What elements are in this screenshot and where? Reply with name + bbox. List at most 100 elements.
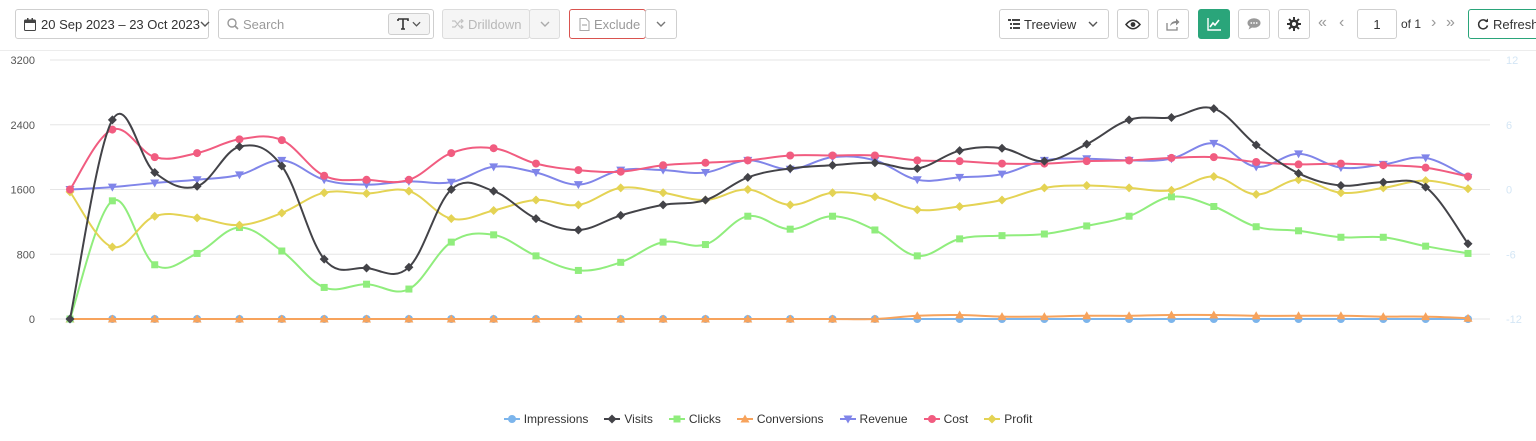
date-range-picker[interactable]: 20 Sep 2023 – 23 Oct 2023: [15, 9, 210, 39]
series-clicks: [66, 193, 1472, 323]
data-point-conversions: [1082, 311, 1092, 320]
chevron-down-icon: [412, 21, 421, 27]
page-number-input[interactable]: [1357, 9, 1397, 39]
y-right-tick-label: -12: [1506, 314, 1522, 326]
data-point-clicks: [363, 280, 371, 288]
data-point-profit: [107, 242, 117, 252]
data-point-visits: [912, 163, 922, 173]
data-point-visits: [192, 181, 202, 191]
data-point-conversions: [912, 311, 922, 320]
data-point-cost: [1252, 157, 1261, 166]
data-point-clicks: [1167, 193, 1175, 201]
data-point-revenue: [1294, 150, 1304, 159]
data-point-revenue: [277, 156, 287, 165]
data-point-profit: [743, 185, 753, 194]
data-point-conversions: [700, 314, 710, 323]
legend-item-impressions[interactable]: Impressions: [503, 412, 588, 426]
last-page-icon[interactable]: »: [1446, 14, 1455, 31]
exclude-dropdown-button[interactable]: [645, 9, 677, 39]
legend-item-visits[interactable]: Visits: [604, 412, 653, 426]
data-point-revenue: [150, 179, 160, 188]
visibility-button[interactable]: [1117, 9, 1149, 39]
data-point-clicks: [320, 283, 328, 291]
data-point-visits: [1082, 139, 1092, 149]
data-point-clicks: [490, 231, 498, 239]
data-point-clicks: [447, 238, 455, 246]
refresh-button[interactable]: Refresh: [1468, 9, 1536, 39]
data-point-revenue: [192, 176, 202, 185]
drilldown-button[interactable]: Drilldown: [442, 9, 530, 39]
next-page-icon[interactable]: ›: [1431, 14, 1437, 31]
refresh-label: Refresh: [1493, 16, 1536, 32]
legend-item-cost[interactable]: Cost: [923, 412, 968, 426]
data-point-clicks: [701, 241, 709, 249]
legend-marker-conversions: [740, 414, 750, 423]
data-point-revenue: [234, 171, 244, 180]
data-point-profit: [150, 211, 160, 221]
y-right-tick-label: 0: [1506, 185, 1512, 197]
legend-symbol-revenue: [839, 415, 856, 424]
data-point-clicks: [786, 225, 794, 233]
data-point-profit: [404, 186, 414, 196]
data-point-conversions: [1463, 313, 1473, 322]
legend-label: Clicks: [688, 412, 721, 426]
data-point-profit: [658, 188, 668, 198]
data-point-revenue: [362, 181, 372, 190]
series-line-cost: [69, 127, 1469, 191]
first-page-icon[interactable]: «: [1318, 14, 1327, 31]
data-point-conversions: [785, 314, 795, 323]
eye-icon: [1125, 19, 1141, 30]
treeview-icon: [1008, 18, 1020, 30]
view-select[interactable]: Treeview: [999, 9, 1109, 39]
data-point-profit: [997, 195, 1007, 205]
data-point-cost: [701, 158, 710, 167]
data-point-cost: [489, 144, 498, 153]
data-point-visits: [616, 210, 626, 220]
data-point-cost: [659, 161, 668, 170]
chart-view-button[interactable]: [1198, 9, 1230, 39]
data-point-profit: [912, 205, 922, 215]
data-point-profit: [1124, 183, 1134, 193]
search-input[interactable]: [243, 16, 393, 32]
comment-button[interactable]: [1238, 9, 1270, 39]
data-point-cost: [955, 157, 964, 166]
data-point-profit: [573, 200, 583, 210]
series-line-visits: [69, 106, 1469, 320]
legend-item-clicks[interactable]: Clicks: [668, 412, 721, 426]
legend-marker-impressions: [507, 415, 516, 423]
data-point-cost: [66, 185, 74, 194]
exclude-button[interactable]: Exclude: [569, 9, 646, 39]
line-chart-icon: [1207, 17, 1221, 31]
search-type-dropdown[interactable]: [388, 13, 430, 35]
data-point-visits: [1463, 239, 1473, 249]
legend-marker-profit: [987, 414, 997, 424]
data-point-visits: [870, 158, 880, 168]
data-point-revenue: [1421, 154, 1431, 163]
share-button[interactable]: [1157, 9, 1189, 39]
data-point-conversions: [150, 314, 160, 323]
data-point-clicks: [193, 249, 201, 257]
data-point-clicks: [744, 212, 752, 220]
data-point-revenue: [531, 169, 541, 178]
legend-item-conversions[interactable]: Conversions: [736, 412, 824, 426]
data-point-conversions: [870, 314, 880, 323]
drilldown-dropdown-button[interactable]: [529, 9, 560, 39]
data-point-cost: [998, 159, 1006, 168]
data-point-revenue: [997, 170, 1007, 179]
y-tick-label: 3200: [11, 55, 35, 67]
settings-button[interactable]: [1278, 9, 1310, 39]
data-point-conversions: [489, 314, 499, 323]
data-point-clicks: [1252, 223, 1260, 231]
data-point-profit: [1294, 175, 1304, 185]
data-point-revenue: [658, 166, 668, 175]
legend-symbol-conversions: [736, 414, 753, 423]
data-point-visits: [1166, 112, 1176, 122]
legend-item-revenue[interactable]: Revenue: [839, 412, 908, 426]
data-point-profit: [1166, 185, 1176, 195]
previous-page-icon[interactable]: ‹: [1339, 14, 1345, 31]
data-point-visits: [1124, 115, 1134, 125]
data-point-revenue: [1209, 139, 1219, 148]
data-point-conversions: [319, 314, 329, 323]
line-chart: 3200 2400 1600 800 0 12 6 0 -6 -12: [11, 55, 1522, 326]
legend-item-profit[interactable]: Profit: [984, 412, 1032, 426]
